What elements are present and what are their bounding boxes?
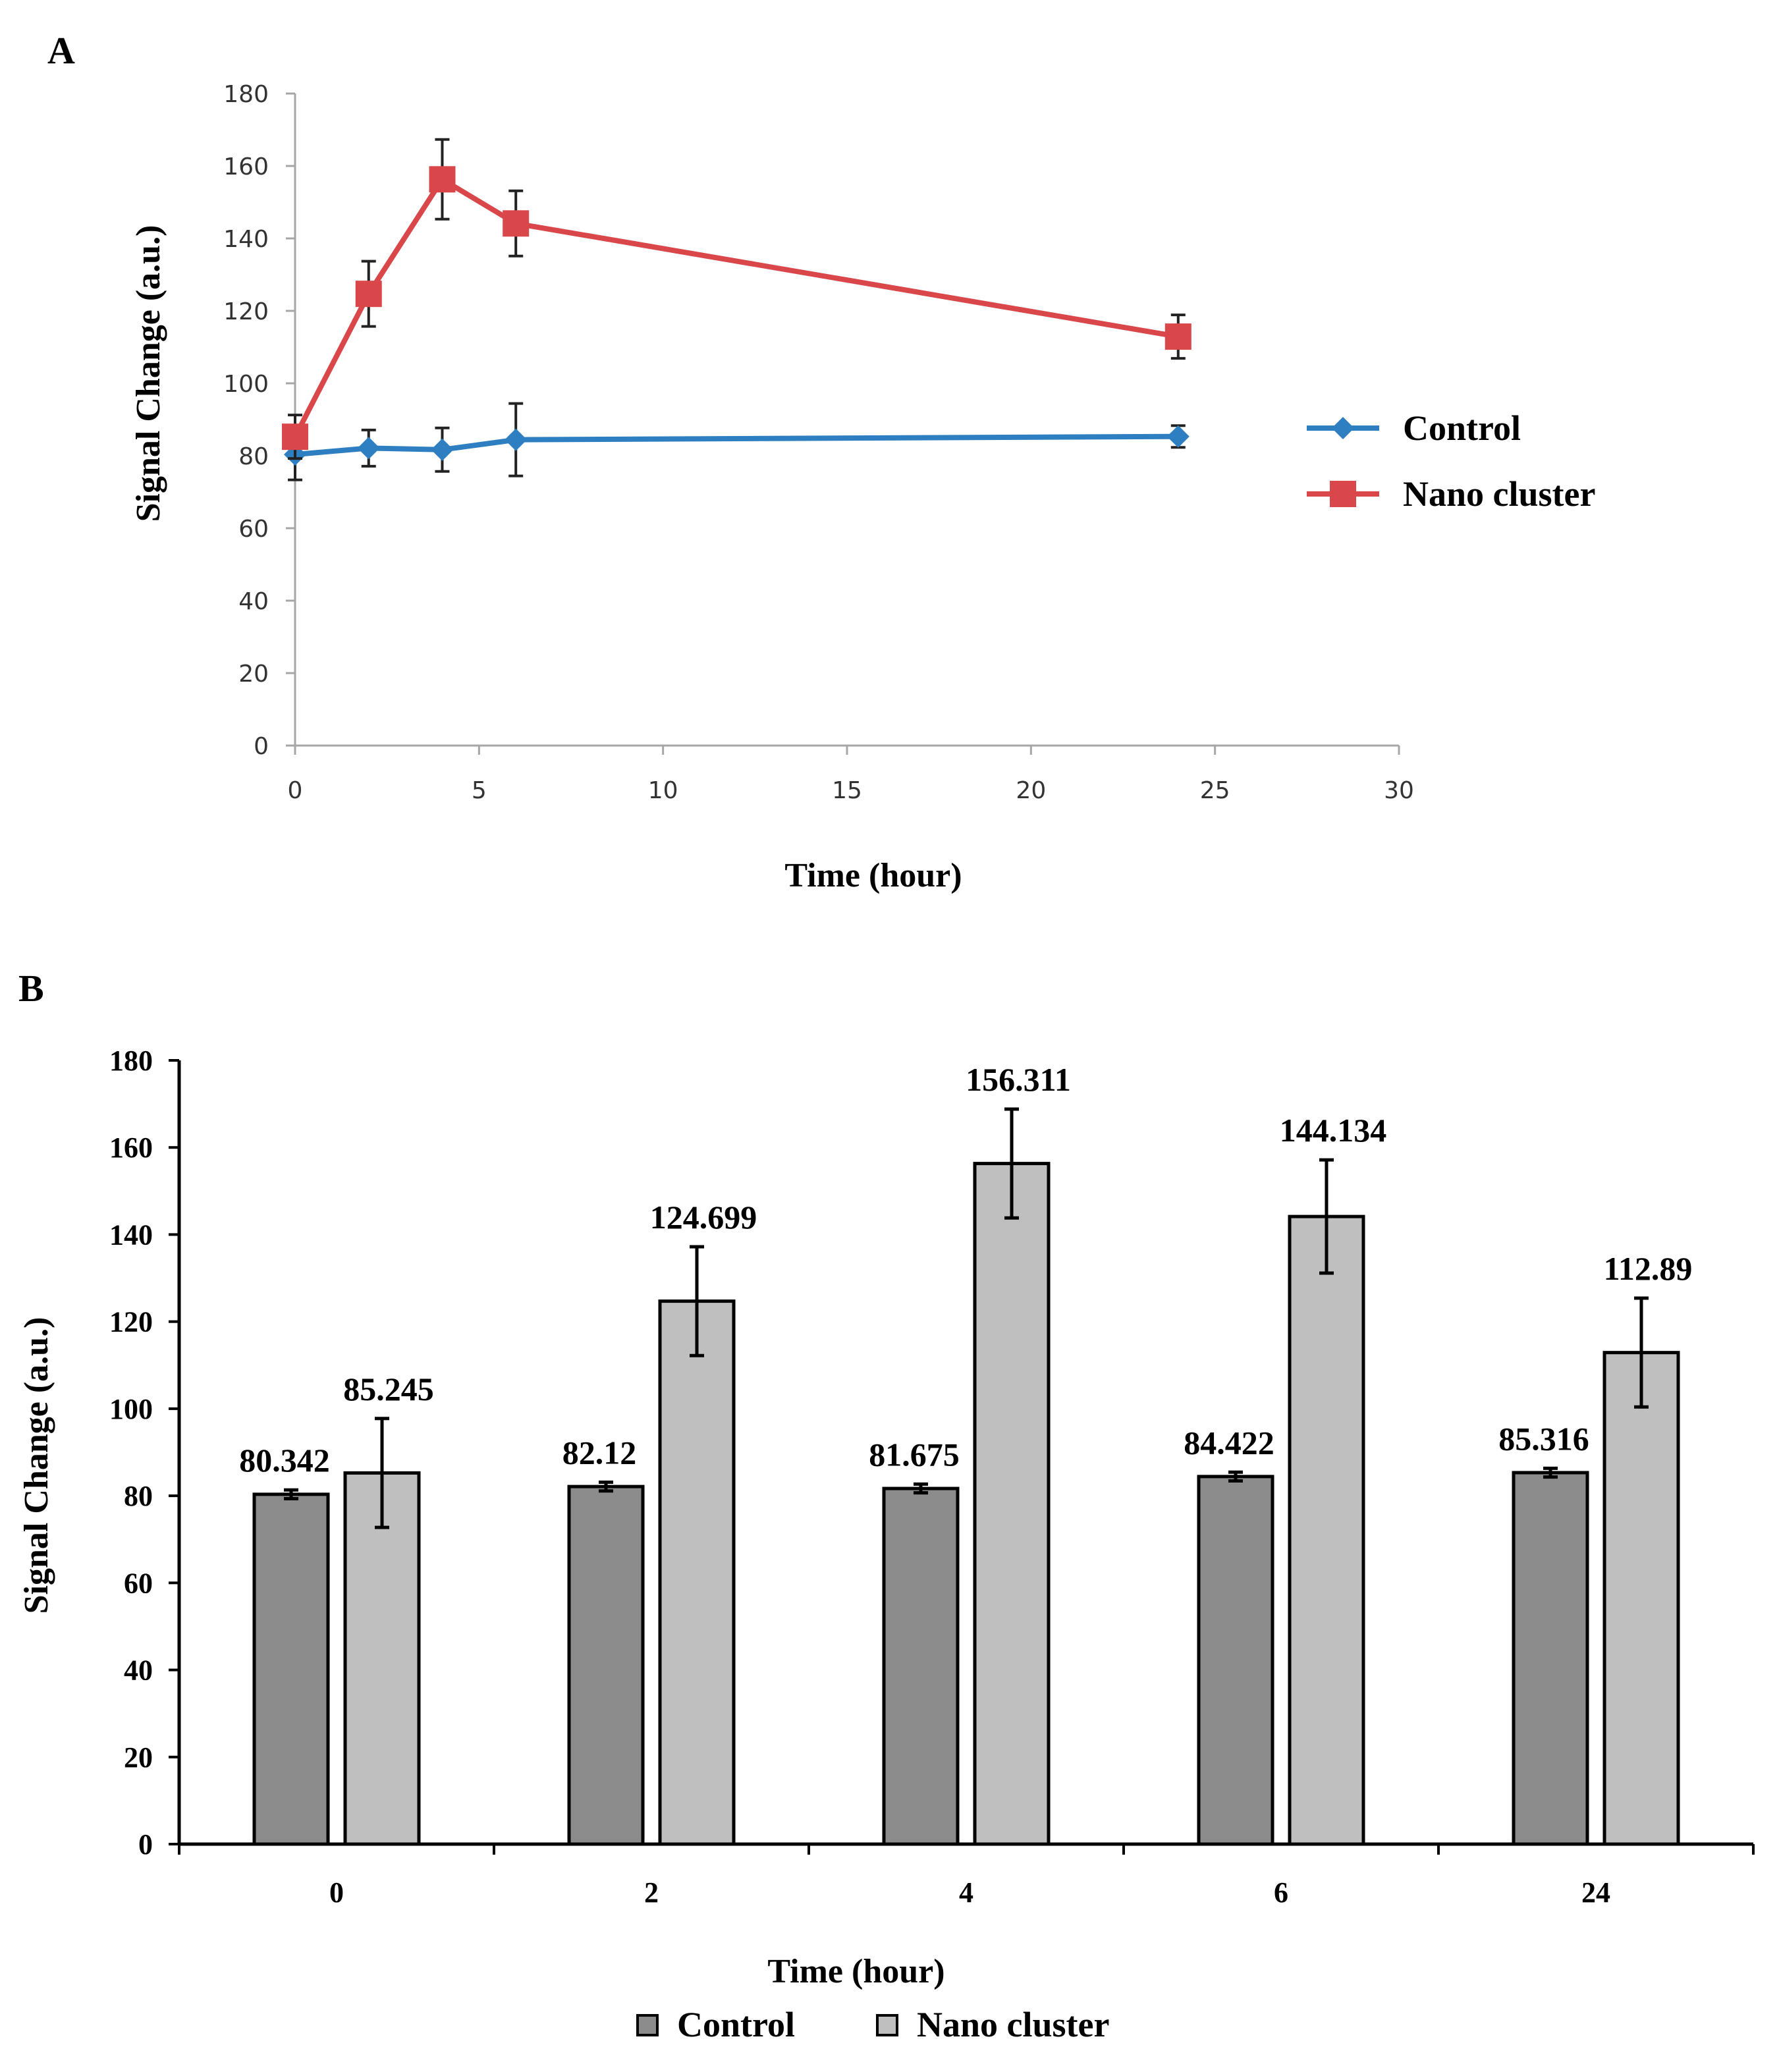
x-tick-label: 4 bbox=[959, 1876, 973, 1909]
y-tick-label: 180 bbox=[223, 81, 269, 108]
y-tick-label: 160 bbox=[109, 1131, 153, 1164]
x-tick-label: 5 bbox=[472, 777, 487, 804]
data-label-nano-cluster: 156.311 bbox=[966, 1061, 1071, 1098]
data-label-nano-cluster: 112.89 bbox=[1604, 1250, 1693, 1287]
y-tick-label: 80 bbox=[238, 443, 269, 470]
x-axis-title: Time (hour) bbox=[767, 1953, 944, 1990]
bar-nano-cluster bbox=[658, 1299, 736, 1846]
y-tick-label: 180 bbox=[109, 1045, 153, 1077]
bar-control bbox=[1197, 1475, 1274, 1846]
legend-swatch-nano-cluster bbox=[876, 2014, 898, 2036]
legend-swatch-control bbox=[636, 2014, 659, 2036]
y-tick-label: 0 bbox=[254, 733, 269, 760]
data-point-nano-cluster bbox=[1164, 323, 1191, 350]
data-point-nano-cluster bbox=[282, 423, 308, 450]
x-tick-label: 25 bbox=[1200, 777, 1230, 804]
data-label-control: 85.316 bbox=[1498, 1420, 1589, 1457]
series-line-nano-cluster bbox=[292, 177, 1179, 438]
data-point-nano-cluster bbox=[429, 166, 456, 193]
x-tick-label: 0 bbox=[329, 1876, 344, 1909]
x-tick-label: 0 bbox=[288, 777, 303, 804]
y-tick-label: 0 bbox=[138, 1828, 153, 1861]
data-point-control bbox=[1166, 425, 1190, 448]
y-tick-label: 40 bbox=[124, 1654, 153, 1687]
data-point-control bbox=[357, 437, 380, 460]
data-label-nano-cluster: 144.134 bbox=[1280, 1112, 1387, 1149]
y-tick-label: 120 bbox=[223, 298, 269, 325]
legend-label-nano-cluster: Nano cluster bbox=[917, 2005, 1109, 2044]
y-tick-label: 100 bbox=[109, 1393, 153, 1425]
data-label-control: 82.12 bbox=[562, 1434, 637, 1471]
data-label-nano-cluster: 85.245 bbox=[343, 1371, 434, 1407]
bar-control bbox=[252, 1492, 330, 1846]
legend-label-control: Control bbox=[677, 2005, 795, 2044]
panel-a-letter: A bbox=[47, 29, 75, 72]
x-tick-label: 2 bbox=[644, 1876, 659, 1909]
x-tick-label: 15 bbox=[832, 777, 862, 804]
y-tick-label: 80 bbox=[124, 1480, 153, 1512]
y-tick-label: 20 bbox=[238, 661, 269, 688]
y-axis-title: Signal Change (a.u.) bbox=[130, 225, 167, 522]
x-axis-title: Time (hour) bbox=[784, 857, 962, 894]
data-point-control bbox=[431, 438, 454, 461]
bar-control bbox=[1512, 1471, 1589, 1846]
legend-label-nano-cluster: Nano cluster bbox=[1403, 474, 1595, 514]
data-point-nano-cluster bbox=[355, 281, 382, 308]
chart-a: 0 20 40 60 80 100 120 140 160 180 0 5 10 15 20 25 30 Time… bbox=[130, 81, 1595, 894]
x-tick-label: 20 bbox=[1016, 777, 1046, 804]
data-label-control: 84.422 bbox=[1184, 1424, 1274, 1461]
panel-b-letter: B bbox=[18, 967, 44, 1010]
bar-nano-cluster bbox=[343, 1471, 421, 1846]
series-line-control bbox=[294, 433, 1178, 458]
data-point-nano-cluster bbox=[503, 210, 530, 237]
data-label-nano-cluster: 124.699 bbox=[650, 1199, 757, 1236]
bar-control bbox=[882, 1486, 960, 1846]
data-point-control bbox=[505, 428, 528, 451]
x-tick-label: 6 bbox=[1274, 1876, 1288, 1909]
y-tick-label: 160 bbox=[223, 153, 269, 180]
y-tick-label: 140 bbox=[223, 226, 269, 253]
bar-nano-cluster bbox=[973, 1162, 1051, 1846]
legend-marker-control bbox=[1332, 417, 1354, 439]
x-tick-label: 24 bbox=[1581, 1876, 1610, 1909]
bar-nano-cluster bbox=[1288, 1214, 1365, 1846]
data-label-control: 80.342 bbox=[239, 1442, 330, 1479]
chart-b: 0 20 40 60 80 100 120 140 160 180 0 80.342 85.245 2 82… bbox=[18, 1045, 1755, 2044]
x-tick-label: 30 bbox=[1384, 777, 1414, 804]
y-tick-label: 100 bbox=[223, 371, 269, 398]
y-axis-title: Signal Change (a.u.) bbox=[18, 1317, 55, 1614]
y-tick-label: 60 bbox=[238, 516, 269, 543]
y-tick-label: 120 bbox=[109, 1306, 153, 1338]
y-tick-label: 20 bbox=[124, 1741, 153, 1774]
data-label-control: 81.675 bbox=[869, 1436, 960, 1473]
legend-label-control: Control bbox=[1403, 408, 1521, 448]
bar-nano-cluster bbox=[1602, 1351, 1680, 1846]
bar-control bbox=[567, 1485, 645, 1846]
legend-marker-nano-cluster bbox=[1330, 481, 1356, 507]
x-tick-label: 10 bbox=[648, 777, 678, 804]
y-tick-label: 140 bbox=[109, 1218, 153, 1251]
y-tick-label: 40 bbox=[238, 588, 269, 615]
y-tick-label: 60 bbox=[124, 1567, 153, 1599]
